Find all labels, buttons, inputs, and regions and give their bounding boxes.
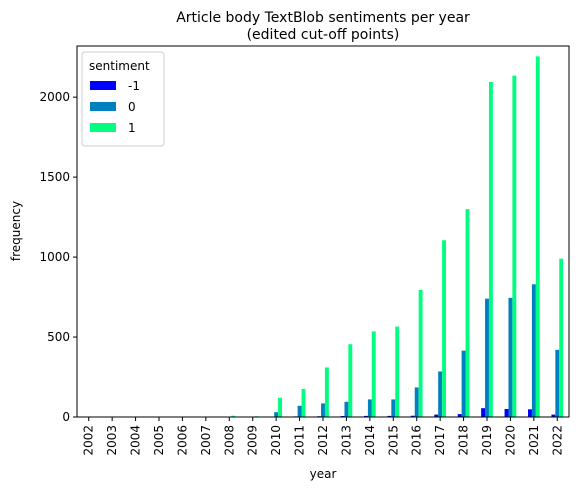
legend-label-0: 0 (128, 100, 136, 114)
bar-2017-sentiment-0 (438, 371, 443, 417)
bar-2019-sentiment--1 (481, 408, 486, 417)
bar-2016-sentiment--1 (410, 415, 415, 417)
x-tick-label: 2004 (129, 425, 143, 456)
bar-2008-sentiment-1 (231, 415, 236, 417)
legend-label--1: -1 (128, 79, 140, 93)
bar-2013-sentiment-0 (344, 401, 349, 417)
y-tick-label: 1500 (39, 170, 70, 184)
y-axis: 0 500 1000 1500 2000 (39, 90, 77, 424)
legend-label-1: 1 (128, 121, 136, 135)
bar-2014-sentiment-1 (371, 331, 376, 417)
y-axis-label: frequency (9, 201, 23, 261)
x-tick-label: 2013 (339, 425, 353, 456)
bar-2022-sentiment-0 (555, 349, 560, 417)
x-tick-label: 2011 (293, 425, 307, 456)
bar-2020-sentiment--1 (504, 409, 509, 417)
bar-2018-sentiment--1 (457, 414, 462, 417)
x-tick-label: 2002 (82, 425, 96, 456)
bar-2016-sentiment-1 (418, 289, 423, 417)
bar-2012-sentiment-1 (324, 367, 329, 417)
legend-title: sentiment (89, 59, 150, 73)
y-tick-label: 1000 (39, 250, 70, 264)
x-tick-label: 2012 (316, 425, 330, 456)
x-tick-label: 2018 (457, 425, 471, 456)
bar-2015-sentiment-0 (391, 399, 396, 417)
x-tick-label: 2010 (269, 425, 283, 456)
x-tick-label: 2015 (386, 425, 400, 456)
bar-2020-sentiment-0 (508, 297, 513, 417)
bar-2021-sentiment--1 (528, 409, 532, 417)
x-axis: 2002 2003 2004 2005 2006 2007 2008 2009 2010 2011… (82, 417, 564, 456)
x-tick-label: 2019 (480, 425, 494, 456)
bar-2010-sentiment-1 (278, 397, 282, 417)
bar-2019-sentiment-1 (488, 81, 493, 418)
bar-2012-sentiment-0 (321, 403, 325, 417)
bar-2019-sentiment-0 (485, 298, 489, 417)
legend: sentiment -1 0 1 (81, 51, 165, 147)
bar-2015-sentiment--1 (387, 415, 392, 417)
bar-2021-sentiment-1 (535, 56, 540, 417)
x-tick-label: 2021 (527, 425, 541, 456)
bar-2014-sentiment--1 (364, 415, 368, 417)
legend-box (81, 51, 165, 147)
bar-2017-sentiment-1 (442, 240, 446, 417)
bar-2014-sentiment-0 (367, 399, 372, 417)
x-tick-label: 2017 (433, 425, 447, 456)
bar-2015-sentiment-1 (395, 326, 400, 417)
legend-swatch--1 (90, 81, 116, 90)
x-tick-label: 2007 (199, 425, 213, 456)
y-tick-label: 2000 (39, 90, 70, 104)
bar-2013-sentiment-1 (348, 344, 353, 417)
bar-2016-sentiment-0 (414, 387, 419, 417)
legend-swatch-0 (90, 102, 116, 111)
x-tick-label: 2006 (175, 425, 189, 456)
bar-2018-sentiment-1 (465, 209, 470, 417)
bar-2010-sentiment-0 (274, 412, 279, 417)
bar-2017-sentiment--1 (434, 414, 439, 417)
x-axis-label: year (310, 467, 337, 481)
chart-title: Article body TextBlob sentiments per yea… (176, 10, 470, 26)
x-tick-label: 2009 (246, 425, 260, 456)
x-tick-label: 2022 (550, 425, 564, 456)
plot-frame (76, 45, 570, 418)
y-tick-label: 0 (62, 410, 70, 424)
bar-2011-sentiment-1 (301, 389, 306, 417)
x-tick-label: 2003 (105, 425, 119, 456)
bar-2022-sentiment--1 (551, 414, 556, 417)
x-tick-label: 2020 (503, 425, 517, 456)
bar-2021-sentiment-0 (531, 284, 536, 417)
bar-2011-sentiment-0 (297, 405, 302, 417)
bars-group (180, 56, 564, 418)
chart-subtitle: (edited cut-off points) (247, 27, 400, 43)
bar-2022-sentiment-1 (559, 258, 564, 417)
x-tick-label: 2008 (222, 425, 236, 456)
bar-2020-sentiment-1 (512, 75, 517, 418)
x-tick-label: 2016 (410, 425, 424, 456)
y-tick-label: 500 (47, 330, 70, 344)
legend-swatch-1 (90, 123, 116, 132)
bar-2018-sentiment-0 (461, 350, 466, 417)
x-tick-label: 2014 (363, 425, 377, 456)
x-tick-label: 2005 (152, 425, 166, 456)
